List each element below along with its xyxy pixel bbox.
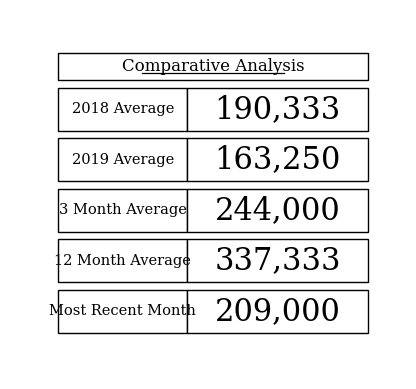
- Text: 2018 Average: 2018 Average: [72, 102, 174, 116]
- Text: 12 Month Average: 12 Month Average: [54, 254, 191, 268]
- Text: 2019 Average: 2019 Average: [72, 153, 174, 167]
- Bar: [58, 53, 368, 80]
- Bar: [188, 239, 368, 282]
- Text: 244,000: 244,000: [215, 195, 341, 226]
- Text: 190,333: 190,333: [215, 94, 341, 125]
- Bar: [188, 189, 368, 231]
- Bar: [58, 239, 188, 282]
- Text: 3 Month Average: 3 Month Average: [59, 203, 187, 217]
- Text: 163,250: 163,250: [215, 144, 341, 175]
- Text: 337,333: 337,333: [214, 245, 341, 276]
- Text: Most Recent Month: Most Recent Month: [50, 304, 196, 318]
- Bar: [188, 88, 368, 131]
- Text: 209,000: 209,000: [215, 296, 341, 327]
- Bar: [58, 138, 188, 181]
- Bar: [188, 138, 368, 181]
- Bar: [58, 290, 188, 333]
- Bar: [58, 189, 188, 231]
- Bar: [188, 290, 368, 333]
- Bar: [58, 88, 188, 131]
- Text: Comparative Analysis: Comparative Analysis: [122, 58, 305, 75]
